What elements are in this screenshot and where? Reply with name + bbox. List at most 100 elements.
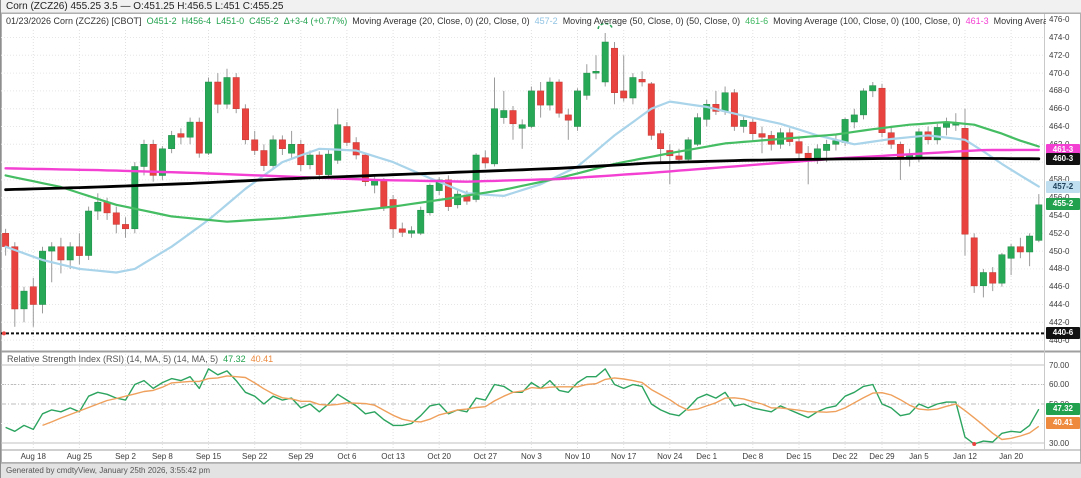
rsi-ma-line <box>42 375 1040 441</box>
price-axis-tick[interactable]: 454-0 <box>1049 211 1070 220</box>
x-axis-date-label[interactable]: Jan 20 <box>999 452 1024 461</box>
candle-body <box>509 110 517 125</box>
candle-body <box>195 121 203 154</box>
candle-body <box>57 246 65 261</box>
rsi-axis-tick[interactable]: 30.00 <box>1049 438 1070 448</box>
x-axis-date-label[interactable]: Aug 25 <box>66 452 93 461</box>
candle-body <box>555 81 563 114</box>
legend-segment: Moving Average (100, Close, 0) (100, Clo… <box>773 16 961 26</box>
price-axis-tick[interactable]: 444-0 <box>1049 300 1070 309</box>
candle-body <box>288 144 296 154</box>
candle-body <box>417 209 425 234</box>
price-plot-area[interactable] <box>1 14 1044 351</box>
candle-body <box>795 141 803 154</box>
candle-body <box>260 150 268 166</box>
x-axis-date-label[interactable]: Sep 2 <box>115 452 136 461</box>
candle-body <box>860 90 867 116</box>
candle-body <box>122 224 129 230</box>
x-axis-date-label[interactable]: Jan 12 <box>952 452 978 461</box>
candle-body <box>140 144 148 167</box>
price-axis-tick[interactable]: 466-0 <box>1049 104 1070 114</box>
x-axis-date-label[interactable]: Sep 15 <box>195 452 222 461</box>
price-axis-tick[interactable]: 474-0 <box>1049 33 1070 42</box>
x-axis-date-label[interactable]: Dec 1 <box>696 452 718 461</box>
price-axis-tick[interactable]: 468-0 <box>1049 86 1070 96</box>
x-axis-date-label[interactable]: Oct 20 <box>427 452 451 461</box>
candle-body <box>518 124 526 129</box>
candle-body <box>186 121 194 138</box>
price-badge-457-2: 457-2 <box>1046 180 1080 193</box>
candle-body <box>278 139 286 149</box>
candle-body <box>112 212 120 225</box>
level-line-handle[interactable] <box>2 331 6 336</box>
rsi-low-marker <box>972 442 977 446</box>
indicator-legend[interactable]: 01/23/2026 Corn (ZCZ26) [CBOT] O451-2 H456… <box>1 14 1046 28</box>
legend-segment: 461-6 <box>745 16 769 26</box>
price-axis-tick[interactable]: 446-0 <box>1049 282 1070 292</box>
price-axis-tick[interactable]: 472-0 <box>1049 50 1070 60</box>
x-axis-date-label[interactable]: Oct 13 <box>381 452 405 461</box>
x-axis-date-label[interactable]: Nov 17 <box>610 452 637 461</box>
candle-body <box>657 133 665 149</box>
candle-body <box>703 104 711 120</box>
ma20-line <box>4 100 1040 274</box>
candle-body <box>989 272 997 284</box>
x-axis-date-label[interactable]: Sep 29 <box>288 452 314 461</box>
x-axis-date-label[interactable]: Nov 3 <box>520 452 542 461</box>
peak-arc-annotation <box>597 22 613 30</box>
candle-body <box>527 90 535 127</box>
price-axis-tick[interactable]: 458-0 <box>1049 175 1070 185</box>
x-axis-date-label[interactable]: Jan 5 <box>909 452 929 461</box>
price-axis-tick[interactable]: 440-0 <box>1049 335 1070 345</box>
x-axis-date-label[interactable]: Dec 8 <box>742 452 764 461</box>
price-axis-tick[interactable]: 450-0 <box>1049 246 1070 256</box>
x-axis-date-label[interactable]: Nov 10 <box>564 452 591 461</box>
candle-body <box>48 246 56 252</box>
x-axis-date-label[interactable]: Nov 24 <box>657 452 683 461</box>
price-axis-tick[interactable]: 456-0 <box>1049 193 1081 202</box>
candle-body <box>39 250 46 305</box>
candle-body <box>933 127 941 141</box>
legend-segment: C455-2 <box>249 16 279 26</box>
candle-body <box>574 90 581 127</box>
x-axis-date-label[interactable]: Sep 22 <box>241 452 268 461</box>
candle-body <box>29 286 37 305</box>
x-axis-date-label[interactable]: Dec 22 <box>832 452 858 461</box>
candle-body <box>979 272 987 287</box>
candle-body <box>675 155 683 160</box>
price-axis-tick[interactable]: 464-0 <box>1049 122 1070 131</box>
candle-body <box>343 126 351 143</box>
price-axis-tick[interactable]: 470-0 <box>1049 68 1070 78</box>
rsi-plot-area[interactable] <box>1 353 1044 450</box>
candle-body <box>970 237 978 287</box>
rsi-axis-tick[interactable]: 70.00 <box>1049 360 1070 370</box>
x-axis-date-label[interactable]: Oct 27 <box>473 452 498 461</box>
candle-body <box>325 153 332 175</box>
rsi-legend[interactable]: Relative Strength Index (RSI) (14, MA, 5… <box>1 353 278 365</box>
candle-body <box>583 72 591 96</box>
candle-body <box>1016 246 1024 253</box>
candle-body <box>205 81 212 154</box>
candle-body <box>500 110 508 118</box>
legend-segment: 461-3 <box>965 16 989 26</box>
rsi-legend-segment: Relative Strength Index (RSI) (14, MA, 5… <box>7 354 219 364</box>
candle-body <box>564 114 572 121</box>
x-axis-date-label[interactable]: Aug 18 <box>20 452 46 461</box>
rsi-legend-segment: 47.32 <box>223 354 246 364</box>
candle-body <box>491 108 498 165</box>
price-axis-tick[interactable]: 448-0 <box>1049 264 1070 274</box>
x-axis-date-label[interactable]: Oct 6 <box>337 452 357 461</box>
price-axis-tick[interactable]: 452-0 <box>1049 228 1070 238</box>
rsi-axis-tick[interactable]: 60.00 <box>1049 380 1070 389</box>
candle-body <box>629 77 637 99</box>
legend-segment: Moving Average (50, Close, 0) (50, Close… <box>562 16 741 26</box>
x-axis-date-label[interactable]: Dec 15 <box>786 452 812 461</box>
x-axis-date-label[interactable]: Sep 8 <box>151 452 173 461</box>
candle-body <box>85 210 93 256</box>
candle-body <box>242 108 249 141</box>
price-axis-tick[interactable]: 476-0 <box>1049 15 1070 25</box>
candle-body <box>334 124 342 161</box>
price-axis-tick[interactable]: 442-0 <box>1049 317 1070 327</box>
x-axis-date-label[interactable]: Dec 29 <box>869 452 895 461</box>
